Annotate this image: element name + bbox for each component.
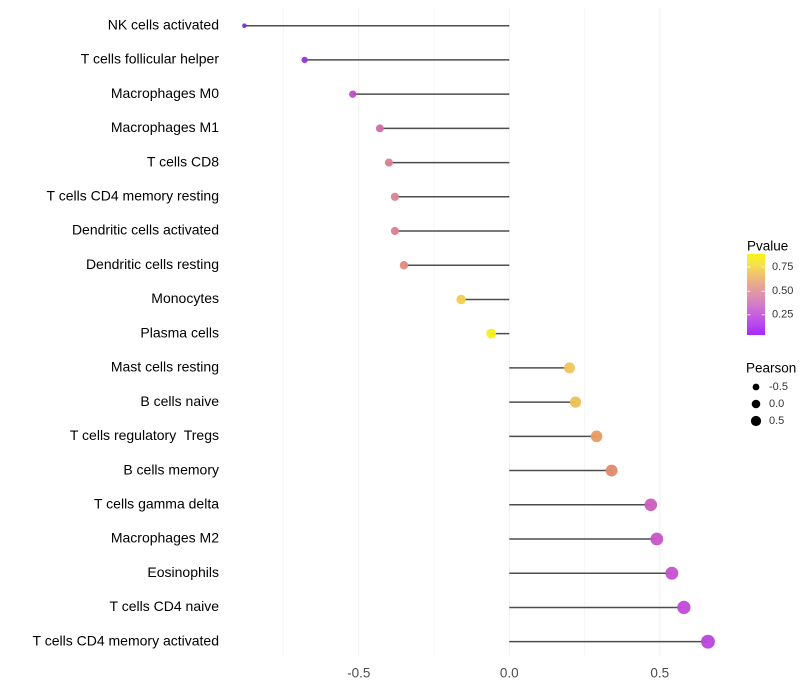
lollipop-dot [349, 90, 357, 98]
pearson-legend-item-label: -0.5 [769, 381, 788, 393]
pearson-legend-dot [751, 399, 761, 409]
x-axis-tick-label: -0.5 [347, 666, 370, 681]
lollipop-dot [301, 56, 308, 64]
lollipop-dot [456, 294, 466, 305]
lollipop-dot [242, 23, 247, 29]
row-label: Macrophages M1 [111, 119, 219, 135]
pvalue-legend-tick-label: 0.75 [772, 261, 793, 273]
lollipop-dot [590, 430, 603, 443]
pearson-legend-title: Pearson [746, 361, 796, 376]
row-label: Monocytes [151, 290, 219, 306]
row-label: B cells memory [123, 461, 219, 477]
row-label: Plasma cells [140, 324, 219, 340]
row-label: T cells follicular helper [81, 51, 220, 67]
row-label: Dendritic cells activated [72, 222, 219, 238]
lollipop-dot [399, 261, 409, 270]
row-label: B cells naive [140, 393, 219, 409]
pvalue-colorbar [747, 254, 765, 335]
lollipop-dot [390, 192, 400, 201]
row-label: Eosinophils [147, 564, 219, 580]
x-axis-tick-label: 0.5 [650, 666, 669, 681]
pearson-legend-item-label: 0.5 [769, 415, 784, 427]
row-label: Mast cells resting [111, 359, 219, 375]
lollipop-dot [644, 498, 658, 512]
lollipop-dot [390, 226, 400, 236]
lollipop-dot [701, 634, 715, 649]
lollipop-dot [564, 362, 575, 374]
lollipop-dot [486, 328, 497, 339]
pvalue-legend-tick-label: 0.25 [772, 309, 793, 321]
row-label: Macrophages M2 [111, 530, 219, 546]
lollipop-dot [384, 158, 393, 167]
pvalue-legend-title: Pvalue [747, 239, 788, 254]
row-label: T cells CD4 naive [110, 598, 220, 614]
row-label: Macrophages M0 [111, 85, 219, 101]
row-label: T cells gamma delta [94, 495, 219, 511]
pearson-legend-item-label: 0.0 [769, 398, 784, 410]
lollipop-dot [665, 566, 679, 580]
row-label: NK cells activated [108, 16, 219, 32]
row-label: Dendritic cells resting [86, 256, 219, 272]
pvalue-legend-tick-label: 0.50 [772, 285, 793, 297]
row-label: T cells regulatory Tregs [70, 427, 219, 443]
row-label: T cells CD4 memory activated [33, 632, 219, 648]
row-label: T cells CD4 memory resting [47, 188, 219, 204]
pearson-legend-dot [750, 415, 762, 427]
lollipop-dot [375, 124, 384, 133]
lollipop-dot [569, 396, 582, 408]
pearson-legend-dot [752, 383, 760, 391]
lollipop-dot [650, 532, 664, 546]
lollipop-dot [677, 600, 691, 615]
lollipop-dot [605, 464, 618, 477]
x-axis-tick-label: 0.0 [500, 666, 519, 681]
row-label: T cells CD8 [147, 153, 219, 169]
